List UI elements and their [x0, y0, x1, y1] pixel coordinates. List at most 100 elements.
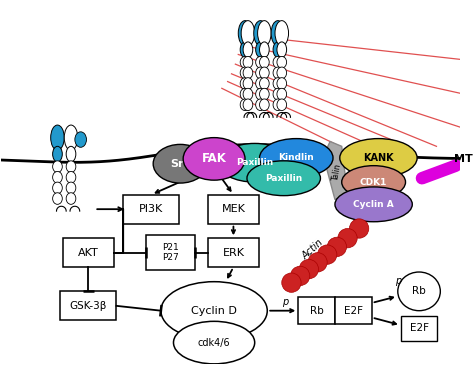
- Text: GSK-3β: GSK-3β: [70, 301, 107, 311]
- Ellipse shape: [53, 193, 62, 204]
- Ellipse shape: [218, 144, 292, 182]
- Ellipse shape: [273, 67, 283, 79]
- FancyBboxPatch shape: [298, 297, 335, 324]
- Ellipse shape: [398, 272, 440, 311]
- Ellipse shape: [53, 182, 62, 194]
- Ellipse shape: [277, 99, 287, 111]
- Ellipse shape: [183, 138, 245, 180]
- Ellipse shape: [254, 21, 267, 46]
- Ellipse shape: [66, 193, 76, 204]
- Ellipse shape: [273, 99, 283, 111]
- Ellipse shape: [291, 266, 310, 286]
- Ellipse shape: [260, 139, 333, 177]
- Ellipse shape: [277, 56, 287, 68]
- FancyBboxPatch shape: [335, 297, 372, 324]
- Ellipse shape: [240, 42, 250, 57]
- Ellipse shape: [273, 78, 283, 89]
- Ellipse shape: [240, 78, 250, 89]
- Text: Talin: Talin: [331, 163, 343, 182]
- Ellipse shape: [277, 88, 287, 100]
- Ellipse shape: [335, 187, 412, 222]
- Polygon shape: [323, 141, 347, 199]
- Ellipse shape: [243, 78, 253, 89]
- Ellipse shape: [277, 42, 287, 57]
- Ellipse shape: [243, 67, 253, 79]
- Ellipse shape: [255, 99, 265, 111]
- Ellipse shape: [260, 67, 269, 79]
- Ellipse shape: [53, 146, 62, 162]
- Ellipse shape: [243, 42, 253, 57]
- Text: KANK: KANK: [363, 153, 394, 163]
- Ellipse shape: [255, 88, 265, 100]
- Text: CDK1: CDK1: [360, 178, 387, 186]
- Text: MT: MT: [454, 154, 473, 164]
- Ellipse shape: [275, 21, 289, 46]
- Ellipse shape: [243, 99, 253, 111]
- Text: Paxillin: Paxillin: [236, 158, 273, 167]
- Ellipse shape: [260, 56, 269, 68]
- FancyBboxPatch shape: [401, 316, 438, 341]
- Ellipse shape: [273, 88, 283, 100]
- Text: Rb: Rb: [412, 286, 426, 296]
- Ellipse shape: [243, 88, 253, 100]
- Ellipse shape: [257, 21, 271, 46]
- Text: Paxillin: Paxillin: [265, 174, 302, 183]
- Ellipse shape: [338, 229, 357, 248]
- Text: AKT: AKT: [78, 248, 99, 258]
- Ellipse shape: [255, 67, 265, 79]
- Ellipse shape: [247, 161, 320, 196]
- Ellipse shape: [260, 78, 269, 89]
- Text: FAK: FAK: [201, 152, 227, 165]
- Text: P21
P27: P21 P27: [162, 243, 179, 262]
- Ellipse shape: [318, 245, 337, 264]
- Text: PI3K: PI3K: [139, 204, 164, 214]
- Ellipse shape: [66, 146, 76, 162]
- Text: Rb: Rb: [310, 306, 323, 316]
- Text: Kindlin: Kindlin: [278, 154, 314, 162]
- Text: Cyclin A: Cyclin A: [353, 200, 394, 209]
- Ellipse shape: [273, 42, 283, 57]
- Ellipse shape: [241, 21, 255, 46]
- Ellipse shape: [240, 67, 250, 79]
- FancyBboxPatch shape: [123, 195, 179, 224]
- Ellipse shape: [277, 67, 287, 79]
- Ellipse shape: [260, 42, 269, 57]
- Ellipse shape: [161, 282, 267, 340]
- Ellipse shape: [66, 171, 76, 183]
- Ellipse shape: [173, 321, 255, 364]
- Ellipse shape: [66, 161, 76, 172]
- Ellipse shape: [240, 88, 250, 100]
- Ellipse shape: [299, 259, 319, 279]
- Ellipse shape: [273, 56, 283, 68]
- Ellipse shape: [51, 125, 64, 150]
- Ellipse shape: [75, 132, 86, 147]
- Ellipse shape: [255, 56, 265, 68]
- Ellipse shape: [260, 88, 269, 100]
- Ellipse shape: [277, 78, 287, 89]
- Ellipse shape: [240, 99, 250, 111]
- FancyBboxPatch shape: [146, 235, 195, 270]
- Ellipse shape: [349, 219, 369, 238]
- Ellipse shape: [255, 78, 265, 89]
- Text: E2F: E2F: [344, 306, 363, 316]
- Ellipse shape: [66, 182, 76, 194]
- Ellipse shape: [53, 171, 62, 183]
- Ellipse shape: [282, 273, 301, 292]
- Text: E2F: E2F: [410, 323, 428, 333]
- Text: Src: Src: [170, 159, 191, 169]
- Text: ERK: ERK: [222, 248, 245, 258]
- FancyBboxPatch shape: [63, 238, 114, 267]
- Text: Cyclin D: Cyclin D: [191, 306, 237, 316]
- Ellipse shape: [255, 42, 265, 57]
- Text: p: p: [395, 276, 401, 286]
- Ellipse shape: [327, 237, 346, 256]
- Ellipse shape: [340, 139, 417, 177]
- Ellipse shape: [240, 56, 250, 68]
- Ellipse shape: [308, 253, 327, 272]
- Ellipse shape: [342, 166, 406, 199]
- Text: Actin: Actin: [300, 238, 325, 262]
- FancyBboxPatch shape: [208, 238, 258, 267]
- Ellipse shape: [238, 21, 252, 46]
- Ellipse shape: [64, 125, 78, 150]
- FancyBboxPatch shape: [208, 195, 258, 224]
